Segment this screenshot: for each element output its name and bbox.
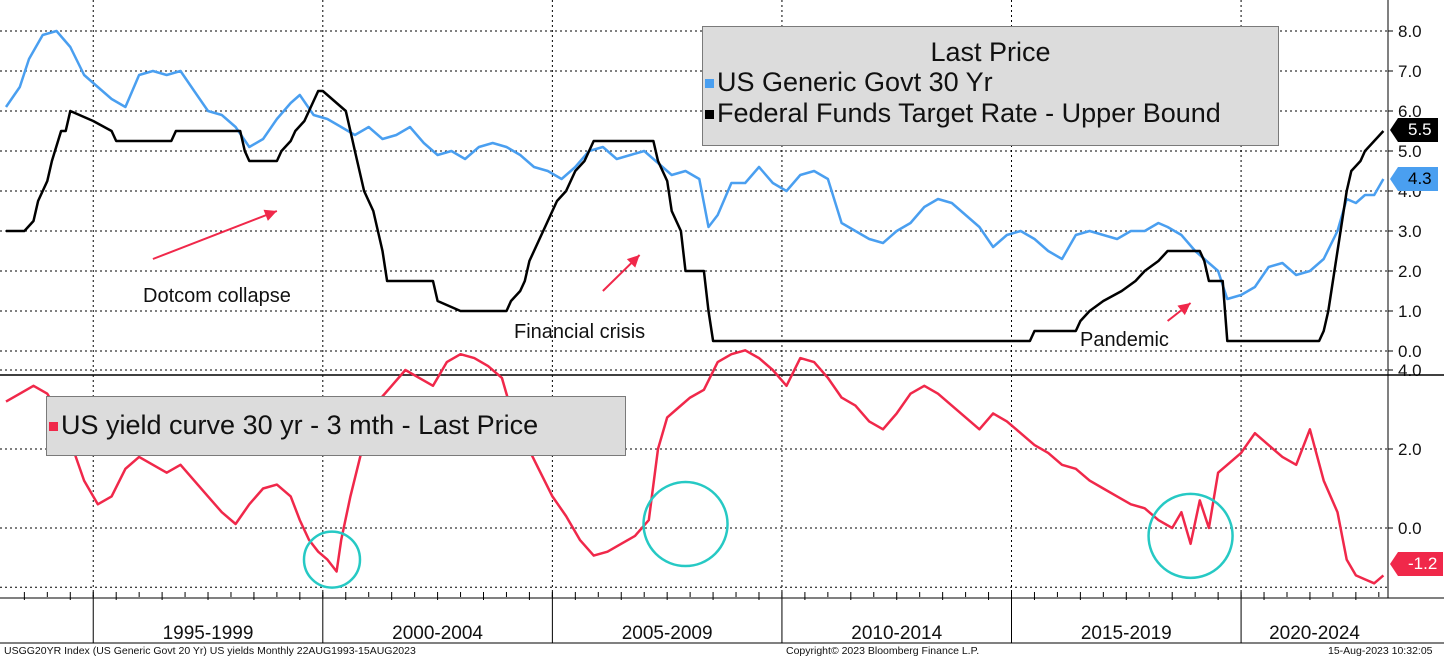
y-tick-label: 2.0	[1398, 440, 1422, 459]
x-period-label: 2015-2019	[1081, 623, 1172, 644]
x-period-label: 1995-1999	[163, 623, 254, 644]
top-legend: Last Price US Generic Govt 30 Yr Federal…	[702, 26, 1279, 146]
highlight-circle	[642, 480, 729, 568]
legend-entry-fed-funds: Federal Funds Target Rate - Upper Bound	[703, 98, 1278, 129]
x-period-label: 2000-2004	[392, 623, 483, 644]
last-value-tag-yield-curve: -1.2	[1398, 552, 1444, 576]
y-tick-label: 8.0	[1398, 22, 1422, 41]
legend-entry-us-govt-30yr: US Generic Govt 30 Yr	[703, 67, 1278, 98]
annotation-arrow-head	[626, 255, 640, 268]
annotation-arrows	[152, 209, 1192, 322]
bottom-legend: US yield curve 30 yr - 3 mth - Last Pric…	[46, 396, 626, 456]
last-value-pointer-fed-funds	[1390, 118, 1398, 142]
annotation-dotcom: Dotcom collapse	[143, 285, 291, 307]
y-tick-label: 3.0	[1398, 222, 1422, 241]
legend-swatch-black	[705, 110, 714, 119]
legend-label-fed-funds: Federal Funds Target Rate - Upper Bound	[717, 98, 1221, 128]
legend-swatch-blue	[705, 79, 714, 88]
legend-entry-yield-curve: US yield curve 30 yr - 3 mth - Last Pric…	[47, 410, 625, 441]
legend-label-yield-curve: US yield curve 30 yr - 3 mth - Last Pric…	[61, 410, 539, 440]
axes: 8.07.06.05.04.03.02.01.00.04.02.00.01995…	[0, 0, 1444, 644]
annotation-arrow-shaft	[152, 210, 278, 260]
annotation-arrow-head	[1177, 303, 1191, 316]
legend-label-us-govt-30yr: US Generic Govt 30 Yr	[717, 67, 993, 97]
last-value-tag-fed-funds: 5.5	[1398, 118, 1438, 142]
highlight-circles	[302, 480, 1234, 589]
series-lines	[4, 29, 1385, 585]
highlight-circle	[1147, 492, 1234, 580]
y-tick-label: 2.0	[1398, 262, 1422, 281]
footer-copyright: Copyright© 2023 Bloomberg Finance L.P.	[786, 645, 980, 657]
y-tick-label: 7.0	[1398, 62, 1422, 81]
series-line-yield-curve	[5, 349, 1385, 585]
footer-timestamp: 15-Aug-2023 10:32:05	[1328, 645, 1433, 657]
last-value-pointer-30yr	[1390, 167, 1398, 191]
x-period-label: 2010-2014	[851, 623, 942, 644]
y-tick-label: 6.0	[1398, 102, 1422, 121]
footer-source: USGG20YR Index (US Generic Govt 20 Yr) U…	[4, 645, 416, 657]
top-legend-title: Last Price	[930, 37, 1051, 67]
y-tick-label: 1.0	[1398, 302, 1422, 321]
annotation-financial-crisis: Financial crisis	[514, 321, 646, 343]
highlight-circle	[302, 530, 362, 589]
y-tick-label: 0.0	[1398, 519, 1422, 538]
series-line-fed-funds	[6, 89, 1385, 343]
legend-swatch-red	[49, 422, 58, 431]
annotation-arrow-head	[263, 209, 277, 221]
y-tick-label: 5.0	[1398, 142, 1422, 161]
annotation-pandemic: Pandemic	[1080, 329, 1169, 351]
y-tick-label: 4.0	[1398, 361, 1422, 380]
x-period-label: 2020-2024	[1269, 623, 1360, 644]
y-tick-label: 0.0	[1398, 342, 1422, 361]
x-period-label: 2005-2009	[622, 623, 713, 644]
last-value-tag-30yr: 4.3	[1398, 167, 1438, 191]
last-value-pointer-yield-curve	[1390, 552, 1398, 576]
